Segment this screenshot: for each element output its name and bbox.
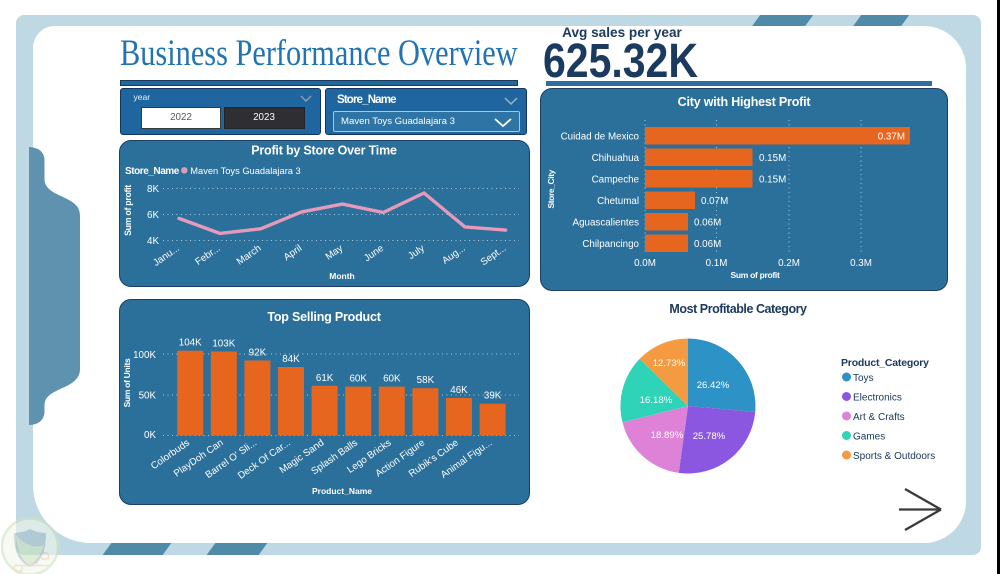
svg-text:92K: 92K [249,348,267,359]
svg-text:0.07M: 0.07M [701,196,728,207]
svg-text:Aug...: Aug... [440,243,467,267]
svg-text:Sept...: Sept... [479,243,509,268]
svg-text:Store_City: Store_City [546,169,556,208]
svg-text:0.0M: 0.0M [634,258,656,269]
svg-text:Sum of profit: Sum of profit [123,185,133,236]
svg-text:Toys: Toys [853,373,874,384]
svg-text:Games: Games [853,432,885,443]
svg-text:0.2M: 0.2M [778,258,800,269]
svg-text:Electronics: Electronics [853,393,902,404]
svg-text:Chilpancingo: Chilpancingo [582,239,639,250]
svg-text:103K: 103K [212,339,235,350]
svg-text:100K: 100K [133,350,156,361]
svg-text:0.06M: 0.06M [694,239,721,250]
svg-text:Product_Name: Product_Name [312,486,372,496]
svg-text:May: May [324,243,346,263]
svg-text:0K: 0K [144,430,156,441]
svg-text:Sum of profit: Sum of profit [731,270,780,280]
svg-text:104K: 104K [179,338,202,349]
svg-text:16.18%: 16.18% [640,395,673,406]
svg-text:84K: 84K [282,354,300,365]
svg-text:April: April [282,243,304,263]
svg-text:0.1M: 0.1M [706,258,728,269]
svg-text:8K: 8K [147,184,159,195]
svg-text:Maven Toys Guadalajara 3: Maven Toys Guadalajara 3 [190,166,300,176]
svg-text:12.73%: 12.73% [653,358,686,369]
svg-text:39K: 39K [484,391,502,402]
svg-text:Store_Name: Store_Name [125,166,180,177]
svg-text:Product_Category: Product_Category [841,357,929,369]
svg-text:July: July [406,243,427,262]
svg-text:18.89%: 18.89% [651,430,684,441]
svg-text:60K: 60K [349,374,367,385]
svg-text:March: March [235,243,264,268]
svg-text:Chetumal: Chetumal [597,196,639,207]
svg-text:Cuidad de Mexico: Cuidad de Mexico [561,132,640,143]
svg-text:Most Profitable Category: Most Profitable Category [669,302,807,316]
svg-text:Top Selling Product: Top Selling Product [267,310,381,324]
svg-text:Month: Month [329,271,355,281]
svg-text:26.42%: 26.42% [697,380,730,391]
svg-text:25.78%: 25.78% [693,431,726,442]
svg-text:Profit by Store Over Time: Profit by Store Over Time [251,144,397,158]
svg-text:60K: 60K [383,374,401,385]
svg-text:46K: 46K [450,385,468,396]
svg-text:Sports & Outdoors: Sports & Outdoors [853,451,935,462]
svg-text:50K: 50K [139,391,157,402]
svg-text:Art & Crafts: Art & Crafts [853,412,905,423]
svg-text:Campeche: Campeche [592,175,640,186]
svg-text:0.15M: 0.15M [759,175,786,186]
svg-text:61K: 61K [316,373,334,384]
svg-text:Chihuahua: Chihuahua [592,153,640,164]
svg-text:0.15M: 0.15M [759,153,786,164]
svg-text:6K: 6K [147,210,159,221]
svg-text:June: June [362,243,386,265]
svg-text:58K: 58K [417,375,435,386]
svg-text:Sum of Units: Sum of Units [122,358,132,407]
svg-text:4K: 4K [147,236,159,247]
svg-text:0.06M: 0.06M [694,218,721,229]
svg-text:Febr...: Febr... [193,243,222,268]
svg-text:City with Highest Profit: City with Highest Profit [678,95,812,109]
svg-text:Aguascalientes: Aguascalientes [573,218,640,229]
svg-text:0.3M: 0.3M [850,258,872,269]
svg-text:0.37M: 0.37M [878,132,905,143]
